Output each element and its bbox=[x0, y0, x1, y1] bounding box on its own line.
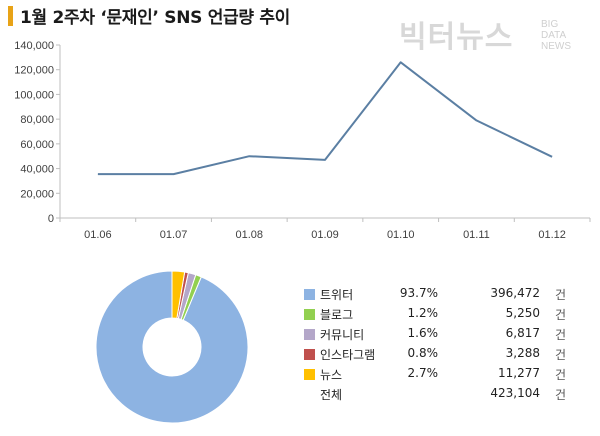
legend-unit: 건 bbox=[555, 368, 567, 382]
x-tick-label: 01.12 bbox=[538, 229, 566, 241]
legend-value: 6,817 bbox=[505, 326, 540, 340]
legend-pct: 93.7% bbox=[399, 286, 438, 300]
y-tick-label: 0 bbox=[48, 213, 54, 225]
legend-pct: 1.2% bbox=[407, 306, 439, 320]
legend-row-twitter: 트위터 93.7% 396,472 건 bbox=[300, 285, 600, 305]
x-tick-label: 01.07 bbox=[160, 229, 188, 241]
logo-sub-3: NEWS bbox=[541, 41, 571, 52]
x-tick-label: 01.11 bbox=[463, 229, 490, 241]
y-tick-label: 20,000 bbox=[20, 188, 54, 200]
legend-total-value: 423,104 bbox=[490, 386, 540, 400]
legend-row-news: 뉴스 2.7% 11,277 건 bbox=[300, 365, 600, 385]
legend-value: 3,288 bbox=[505, 346, 540, 360]
x-tick-label: 01.08 bbox=[236, 229, 264, 241]
y-tick-label: 80,000 bbox=[20, 114, 54, 126]
legend-pct: 2.7% bbox=[407, 366, 439, 380]
logo-sub-2: DATA bbox=[541, 30, 567, 41]
y-tick-label: 40,000 bbox=[20, 164, 54, 176]
page-title: 1월 2주차 ‘문재인’ SNS 언급량 추이 bbox=[20, 8, 291, 28]
legend-swatch-blog bbox=[304, 309, 315, 320]
legend-pct: 0.8% bbox=[407, 346, 439, 360]
legend-swatch-instagram bbox=[304, 349, 315, 360]
legend-row-community: 커뮤니티 1.6% 6,817 건 bbox=[300, 325, 600, 345]
legend-value: 11,277 bbox=[498, 366, 540, 380]
legend-label: 블로그 bbox=[320, 308, 354, 322]
y-tick-label: 60,000 bbox=[20, 139, 54, 151]
legend-unit: 건 bbox=[555, 328, 567, 342]
legend-row-instagram: 인스타그램 0.8% 3,288 건 bbox=[300, 345, 600, 365]
y-tick-label: 100,000 bbox=[14, 89, 54, 101]
y-tick-label: 140,000 bbox=[14, 40, 54, 52]
line-chart: 0 20,000 40,000 60,000 80,000 100,000 120,000 1… bbox=[14, 40, 591, 241]
logo-sub-1: BIG bbox=[541, 19, 559, 30]
legend-value: 396,472 bbox=[490, 286, 540, 300]
x-tick-label: 01.06 bbox=[84, 229, 112, 241]
legend-label: 커뮤니티 bbox=[320, 328, 365, 342]
donut-chart bbox=[95, 270, 249, 424]
legend-label: 뉴스 bbox=[320, 368, 343, 382]
legend-unit: 건 bbox=[555, 288, 567, 302]
legend-unit: 건 bbox=[555, 388, 567, 402]
x-tick-label: 01.10 bbox=[387, 229, 415, 241]
legend-swatch-twitter bbox=[304, 289, 315, 300]
logo-main-text: 빅터뉴스 bbox=[399, 20, 514, 55]
logo-sub-text: BIG DATA NEWS bbox=[541, 19, 571, 52]
legend-value: 5,250 bbox=[505, 306, 540, 320]
legend-row-total: 전체 423,104 건 bbox=[300, 385, 600, 405]
legend-unit: 건 bbox=[555, 348, 567, 362]
legend-swatch-community bbox=[304, 329, 315, 340]
donut-slice-4 bbox=[171, 270, 186, 319]
donut-slice-0 bbox=[95, 270, 249, 424]
legend-label: 인스타그램 bbox=[320, 348, 376, 362]
y-tick-label: 120,000 bbox=[14, 65, 54, 77]
legend-unit: 건 bbox=[555, 308, 567, 322]
series-line bbox=[97, 61, 553, 176]
title-accent-bar bbox=[8, 6, 13, 26]
x-tick-label: 01.09 bbox=[311, 229, 339, 241]
legend-swatch-news bbox=[304, 369, 315, 380]
legend-pct: 1.6% bbox=[407, 326, 439, 340]
legend-total-label: 전체 bbox=[320, 388, 343, 402]
legend-label: 트위터 bbox=[320, 288, 354, 302]
bigdata-news-logo: 빅터뉴스 BIG DATA NEWS bbox=[399, 12, 589, 58]
legend-row-blog: 블로그 1.2% 5,250 건 bbox=[300, 305, 600, 325]
